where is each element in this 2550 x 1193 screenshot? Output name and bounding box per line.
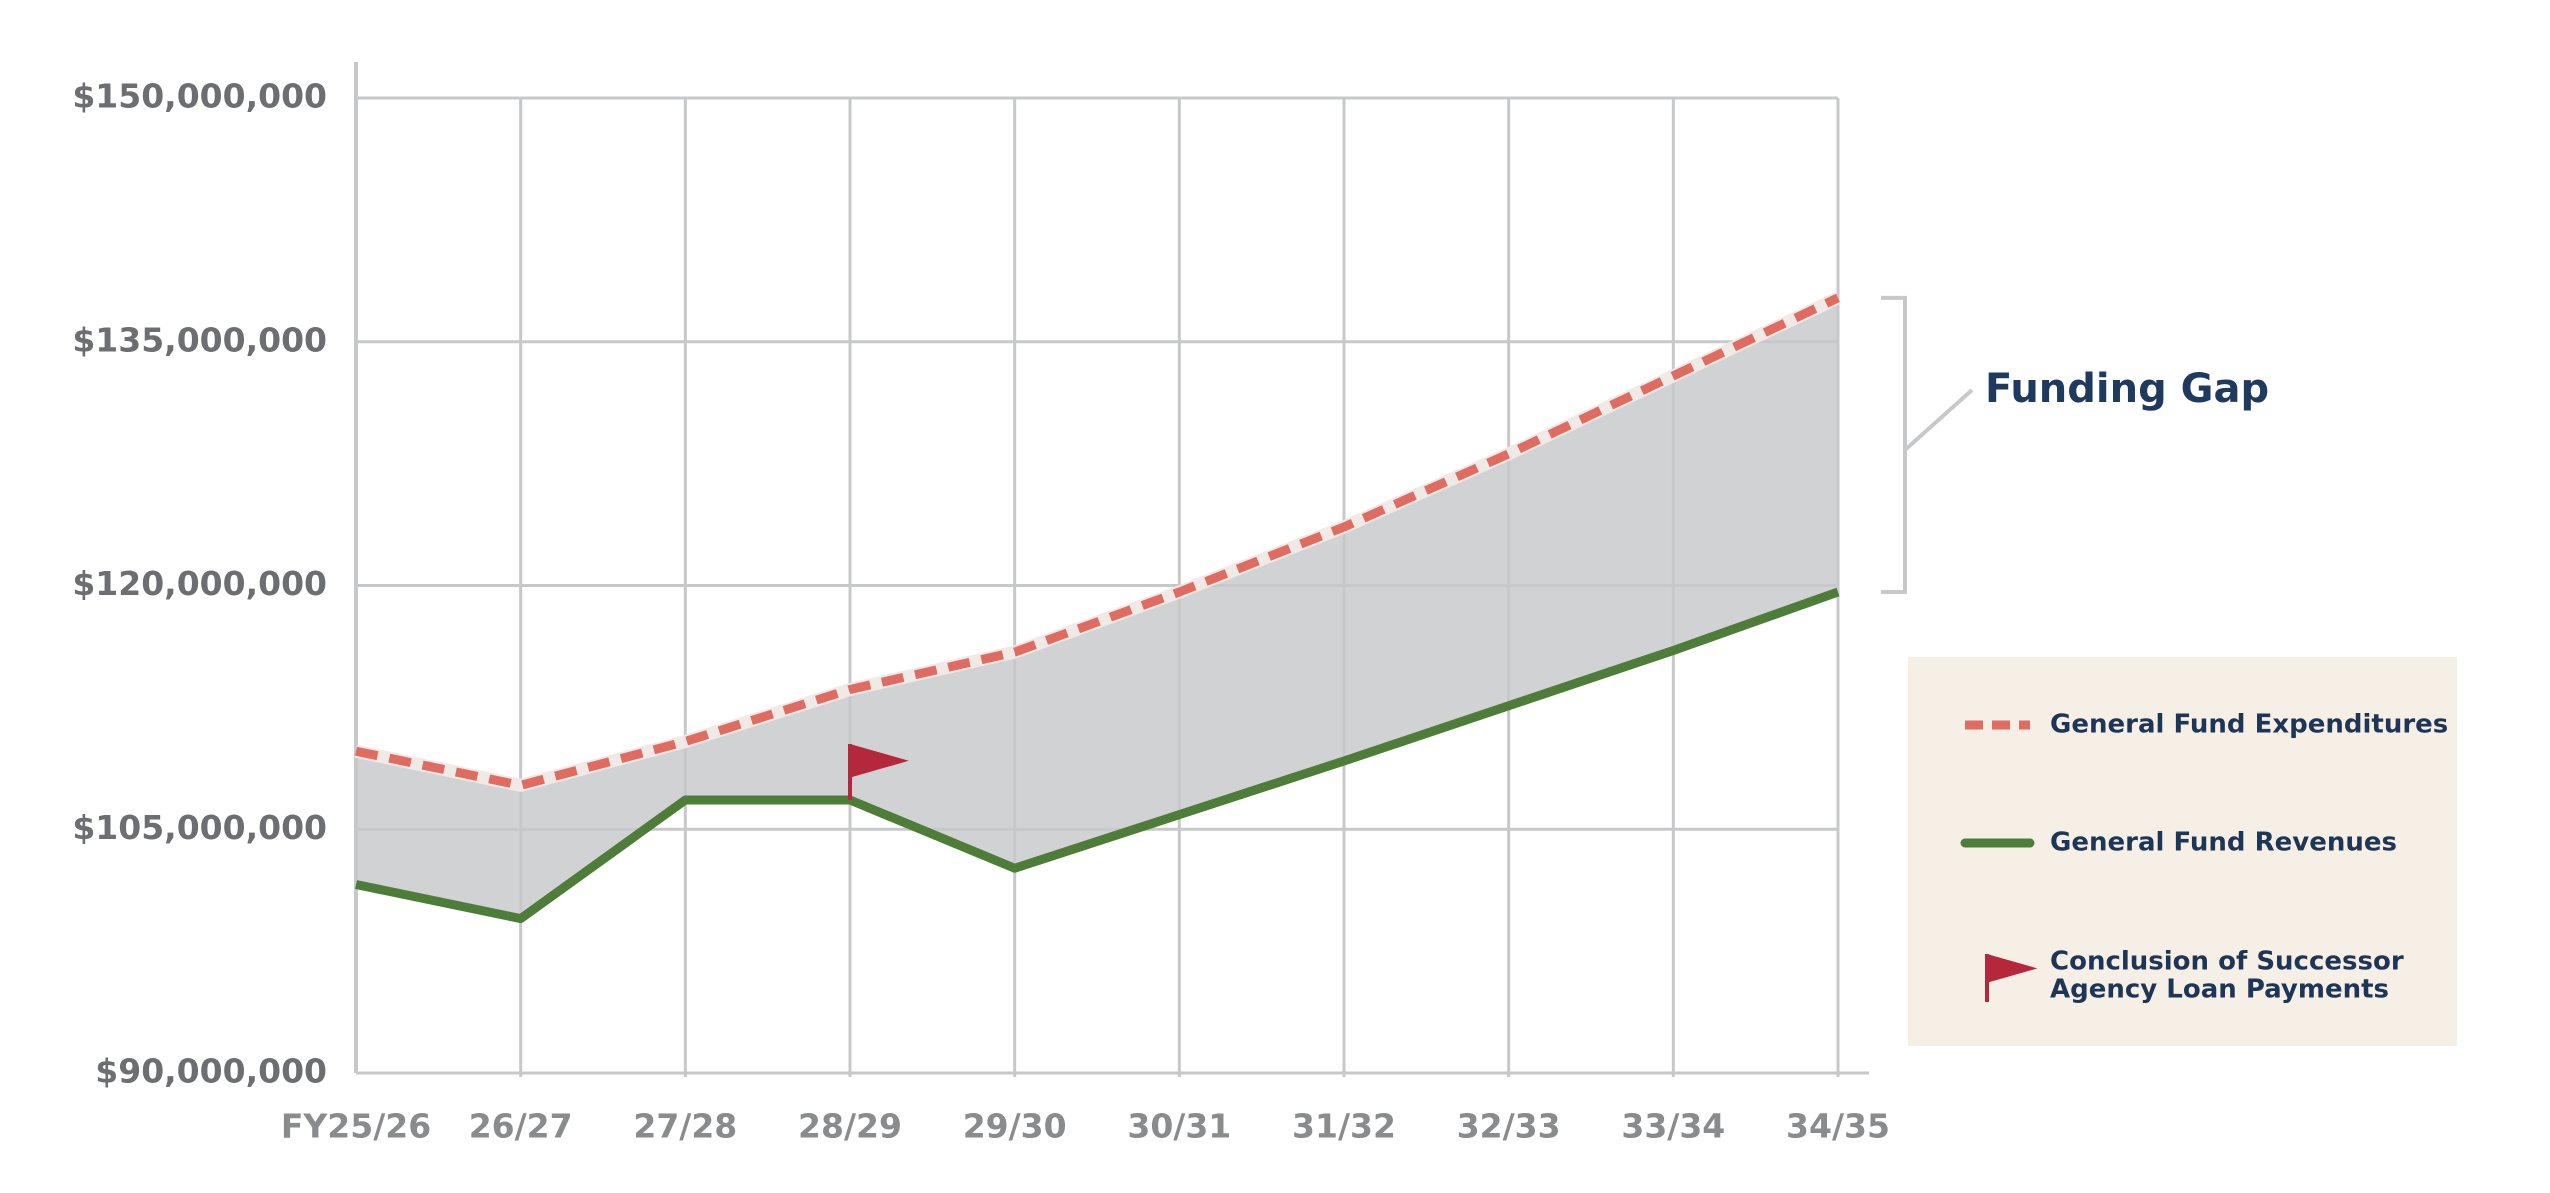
gap-label: Funding Gap [1985, 366, 2269, 412]
flag [1987, 954, 2038, 983]
x-tick-label: 28/29 [798, 1107, 902, 1146]
y-tick-label: $105,000,000 [72, 808, 327, 847]
gap-bracket [1881, 295, 1907, 594]
y-tick-label: $120,000,000 [72, 564, 327, 603]
legend-label: Agency Loan Payments [2050, 975, 2389, 1005]
x-tick-label: 26/27 [469, 1107, 573, 1146]
series-line [355, 587, 1840, 924]
x-tick-label: 34/35 [1786, 1107, 1890, 1146]
legend-label: General Fund Revenues [2050, 828, 2397, 858]
series-line [355, 293, 1840, 790]
legend-label: Conclusion of Successor [2050, 947, 2404, 977]
gap-leader [1903, 388, 1974, 452]
gap-area [356, 297, 1838, 919]
x-tick-label: 31/32 [1292, 1107, 1396, 1146]
x-tick-label: 30/31 [1127, 1107, 1231, 1146]
legend-label: General Fund Expenditures [2050, 710, 2448, 740]
x-tick-label: 33/34 [1621, 1107, 1725, 1146]
flag [850, 744, 909, 778]
x-tick-label: 32/33 [1457, 1107, 1561, 1146]
y-tick-label: $150,000,000 [72, 77, 327, 116]
x-tick-label: 27/28 [633, 1107, 737, 1146]
x-tick-label: FY25/26 [281, 1107, 431, 1146]
plot [354, 62, 1869, 1077]
y-tick-label: $135,000,000 [72, 320, 327, 359]
y-tick-label: $90,000,000 [95, 1052, 327, 1091]
x-tick-label: 29/30 [963, 1107, 1067, 1146]
